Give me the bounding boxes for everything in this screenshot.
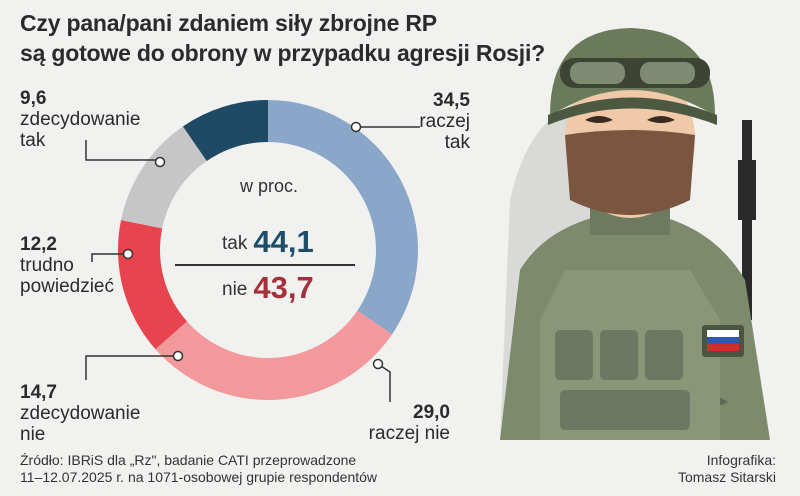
label-zdecydowanie-nie: 14,7 zdecydowanie nie: [20, 382, 140, 445]
label-text: tak: [444, 132, 470, 153]
source-note: Źródło: IBRiS dla „Rz", badanie CATI prz…: [20, 452, 377, 486]
credit-line-1: Infografika:: [706, 452, 776, 468]
label-raczej-nie: 29,0 raczej nie: [350, 402, 450, 444]
label-text: zdecydowanie: [20, 403, 141, 424]
credit-note: Infografika: Tomasz Sitarski: [678, 452, 776, 486]
summary-no-value: 43,7: [253, 270, 314, 305]
summary-yes-value: 44,1: [253, 224, 314, 259]
summary-yes-label: tak: [222, 233, 248, 254]
slice-zdecydowanie-tak: [182, 100, 268, 162]
credit-line-2: Tomasz Sitarski: [677, 469, 776, 485]
label-text: raczej nie: [368, 423, 450, 444]
label-zdecydowanie-tak: 9,6 zdecydowanie tak: [20, 88, 140, 151]
label-text: powiedzieć: [20, 276, 114, 297]
label-value: 34,5: [433, 90, 470, 111]
leader-line-trudno-powiedziec: [91, 253, 128, 262]
label-text: zdecydowanie: [20, 109, 141, 130]
summary-yes: tak 44,1: [222, 224, 314, 260]
label-value: 14,7: [20, 382, 57, 403]
leader-dot-zdecydowanie-tak: [154, 156, 166, 168]
label-trudno-powiedziec: 12,2 trudno powiedzieć: [20, 234, 114, 297]
label-raczej-tak: 34,5 raczej tak: [380, 90, 470, 153]
title-line-1: Czy pana/pani zdaniem siły zbrojne RP: [20, 10, 437, 36]
label-text: tak: [20, 130, 46, 151]
label-value: 12,2: [20, 234, 57, 255]
source-line-1: Źródło: IBRiS dla „Rz", badanie CATI prz…: [20, 452, 357, 468]
leader-dot-zdecydowanie-nie: [172, 350, 184, 362]
leader-line-raczej-nie: [377, 363, 391, 402]
label-text: raczej: [419, 111, 470, 132]
flag-patch-icon: [702, 325, 744, 357]
title-line-2: są gotowe do obrony w przypadku agresji …: [20, 40, 545, 66]
slice-raczej-tak: [268, 100, 418, 335]
label-value: 9,6: [20, 88, 47, 109]
unit-label: w proc.: [240, 176, 299, 196]
label-text: trudno: [20, 255, 74, 276]
summary-no: nie 43,7: [222, 270, 314, 306]
summary-divider: [175, 264, 355, 266]
chart-title: Czy pana/pani zdaniem siły zbrojne RP są…: [20, 8, 580, 68]
leader-dot-raczej-tak: [350, 121, 362, 133]
leader-dot-raczej-nie: [372, 358, 384, 370]
source-line-2: 11–12.07.2025 r. na 1071-osobowej grupie…: [20, 469, 378, 485]
leader-line-zdecydowanie-nie: [85, 355, 178, 380]
label-text: nie: [20, 424, 46, 445]
summary-no-label: nie: [222, 279, 248, 300]
soldier-illustration: [500, 28, 770, 440]
slice-raczej-nie: [155, 310, 393, 400]
slice-trudno-powiedziec: [121, 126, 207, 229]
label-value: 29,0: [413, 402, 450, 423]
leader-dot-trudno-powiedziec: [122, 248, 134, 260]
slice-zdecydowanie-nie: [118, 220, 187, 350]
